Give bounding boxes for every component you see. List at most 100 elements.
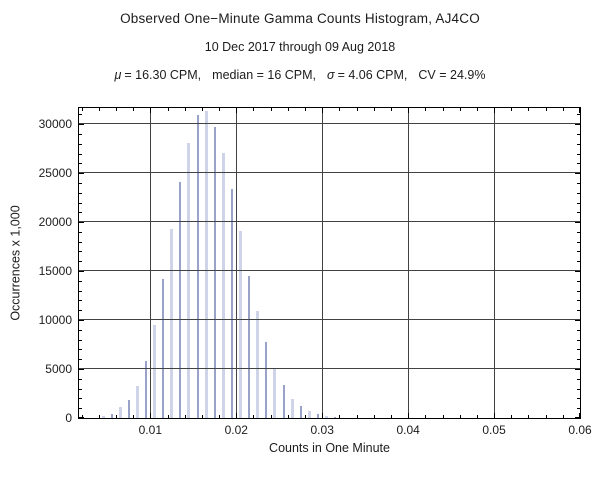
y-tick bbox=[79, 222, 84, 224]
y-tick-label: 0 bbox=[65, 411, 72, 425]
histogram-bar bbox=[273, 368, 277, 418]
y-minor-tick bbox=[577, 378, 580, 380]
x-tick bbox=[494, 108, 496, 113]
y-minor-tick bbox=[577, 310, 580, 312]
x-minor-tick bbox=[305, 415, 306, 418]
plot-area: 0.01 0.02 0.03 0.04 0.05 0.06 0 5000 10000 15000 2… bbox=[39, 107, 592, 437]
y-tick-label: 25000 bbox=[38, 166, 72, 181]
chart-stats-line: μ = 16.30 CPM, median = 16 CPM, σ = 4.06 CPM… bbox=[0, 68, 600, 82]
histogram-bar bbox=[153, 325, 157, 418]
mean-value: = 16.30 CPM, bbox=[124, 68, 202, 82]
x-minor-tick bbox=[115, 415, 117, 418]
histogram-bar bbox=[324, 416, 328, 418]
x-minor-tick bbox=[442, 108, 444, 111]
x-minor-tick bbox=[562, 415, 564, 418]
y-tick bbox=[575, 222, 580, 224]
mu-symbol: μ bbox=[114, 68, 122, 82]
horizontal-gridline bbox=[79, 221, 580, 223]
y-minor-tick bbox=[577, 153, 580, 155]
y-minor-tick bbox=[577, 349, 580, 351]
y-minor-tick bbox=[577, 398, 580, 400]
y-minor-tick bbox=[79, 153, 82, 155]
horizontal-gridline bbox=[79, 319, 580, 321]
y-minor-tick bbox=[577, 251, 580, 253]
y-minor-tick bbox=[79, 398, 82, 400]
cv-value: CV = 24.9% bbox=[418, 68, 486, 82]
x-tick bbox=[322, 413, 324, 418]
histogram-bar bbox=[299, 406, 302, 418]
x-tick bbox=[236, 108, 238, 113]
vertical-gridline bbox=[494, 108, 496, 418]
y-tick bbox=[79, 173, 84, 175]
x-minor-tick bbox=[476, 108, 478, 111]
y-minor-tick bbox=[79, 241, 82, 243]
x-minor-tick bbox=[270, 108, 272, 111]
histogram-bar bbox=[162, 278, 165, 418]
vertical-gridline bbox=[236, 108, 238, 418]
x-minor-tick bbox=[528, 108, 530, 111]
x-tick-label: 0.04 bbox=[396, 423, 420, 437]
y-minor-tick bbox=[79, 182, 82, 184]
x-minor-tick bbox=[98, 108, 100, 111]
x-minor-tick bbox=[425, 108, 427, 111]
x-minor-tick bbox=[339, 108, 341, 111]
x-tick bbox=[579, 413, 580, 418]
x-tick-label: 0.06 bbox=[568, 423, 592, 437]
y-minor-tick bbox=[79, 133, 82, 135]
y-minor-tick bbox=[577, 133, 580, 135]
x-minor-tick bbox=[219, 108, 221, 111]
histogram-bar bbox=[290, 398, 294, 418]
y-tick bbox=[575, 417, 580, 418]
x-axis-title: Counts in One Minute bbox=[269, 441, 390, 455]
y-minor-tick bbox=[577, 231, 580, 233]
x-tick bbox=[408, 413, 410, 418]
y-tick bbox=[575, 124, 580, 126]
histogram-bar bbox=[127, 400, 130, 418]
x-minor-tick bbox=[287, 108, 289, 111]
histogram-bar bbox=[196, 115, 199, 418]
y-minor-tick bbox=[577, 182, 580, 184]
horizontal-gridline bbox=[79, 270, 580, 272]
histogram-bar bbox=[118, 407, 122, 418]
y-minor-tick bbox=[577, 163, 580, 165]
y-minor-tick bbox=[79, 261, 82, 263]
x-minor-tick bbox=[562, 108, 564, 111]
x-minor-tick bbox=[305, 108, 306, 111]
x-minor-tick bbox=[528, 415, 530, 418]
y-minor-tick bbox=[79, 280, 82, 282]
x-minor-tick bbox=[356, 415, 358, 418]
x-minor-tick bbox=[373, 415, 375, 418]
x-minor-tick bbox=[81, 108, 83, 111]
x-minor-tick bbox=[356, 108, 358, 111]
y-minor-tick bbox=[577, 192, 580, 194]
x-minor-tick bbox=[253, 415, 255, 418]
vertical-gridline bbox=[322, 108, 324, 418]
horizontal-gridline bbox=[79, 172, 580, 174]
histogram-bar bbox=[101, 415, 105, 418]
y-tick bbox=[79, 271, 84, 273]
y-tick-label: 10000 bbox=[38, 313, 72, 328]
histogram-bar bbox=[248, 276, 251, 418]
x-minor-tick bbox=[184, 415, 186, 418]
histogram-bar bbox=[256, 311, 260, 418]
y-minor-tick bbox=[577, 339, 580, 341]
y-minor-tick bbox=[577, 143, 580, 145]
y-minor-tick bbox=[79, 192, 82, 194]
vertical-gridline bbox=[150, 108, 152, 418]
x-minor-tick bbox=[270, 415, 272, 418]
histogram-bar bbox=[170, 228, 174, 418]
histogram-bar bbox=[204, 111, 208, 418]
y-tick bbox=[575, 173, 580, 175]
y-minor-tick bbox=[577, 241, 580, 243]
x-tick-label: 0.03 bbox=[310, 423, 334, 437]
x-minor-tick bbox=[253, 108, 255, 111]
x-minor-tick bbox=[133, 108, 135, 111]
histogram-bar bbox=[282, 384, 285, 418]
vertical-gridline bbox=[408, 108, 410, 418]
y-minor-tick bbox=[577, 300, 580, 302]
sigma-symbol: σ bbox=[327, 68, 335, 82]
x-tick bbox=[322, 108, 324, 113]
y-minor-tick bbox=[577, 329, 580, 331]
x-minor-tick bbox=[511, 108, 513, 111]
